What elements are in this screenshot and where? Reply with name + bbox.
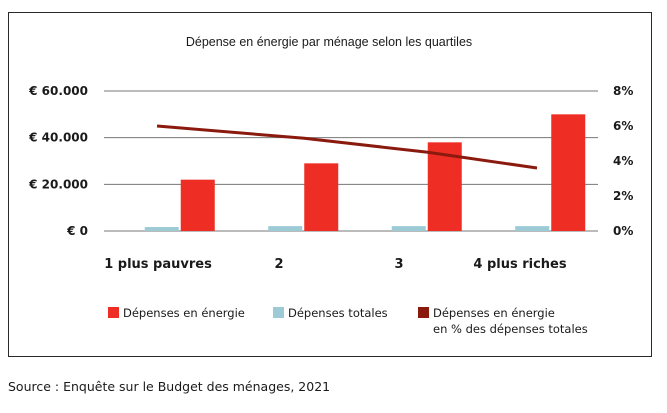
- right-tick-label: 8%: [613, 84, 633, 98]
- category-label: 1 plus pauvres: [104, 257, 212, 272]
- percent-line: [156, 124, 538, 170]
- legend-swatch-total: [273, 307, 284, 318]
- left-tick-label: € 20.000: [28, 177, 88, 191]
- right-axis: 0% 2% 4% 6% 8%: [613, 84, 633, 238]
- left-tick-label: € 0: [66, 224, 88, 238]
- bar-total: [144, 227, 179, 231]
- legend-label-total: Dépenses totales: [288, 306, 388, 320]
- line-series-percent: [156, 124, 538, 170]
- category-labels: 1 plus pauvres 2 3 4 plus riches: [104, 257, 567, 272]
- left-tick-label: € 60.000: [28, 84, 88, 98]
- bar-total: [515, 226, 550, 231]
- bar-total: [268, 226, 303, 231]
- left-tick-label: € 40.000: [28, 131, 88, 145]
- gridlines: [104, 90, 598, 232]
- legend: Dépenses en énergie Dépenses totales Dép…: [108, 306, 588, 336]
- legend-label-percent-line2: en % des dépenses totales: [433, 322, 588, 336]
- right-tick-label: 0%: [613, 224, 633, 238]
- right-tick-label: 4%: [613, 154, 633, 168]
- category-label: 3: [394, 257, 403, 272]
- chart-title: Dépense en énergie par ménage selon les …: [186, 35, 472, 49]
- source-note: Source : Enquête sur le Budget des ménag…: [8, 379, 331, 394]
- category-label: 2: [274, 257, 283, 272]
- bars: [144, 114, 586, 231]
- chart-frame: [8, 12, 652, 357]
- right-tick-label: 2%: [613, 189, 633, 203]
- legend-label-energy: Dépenses en énergie: [123, 306, 245, 320]
- bar-energy: [304, 163, 339, 231]
- bar-total: [391, 226, 426, 231]
- category-label: 4 plus riches: [473, 257, 566, 272]
- legend-label-percent-line1: Dépenses en énergie: [433, 306, 555, 320]
- bar-energy: [180, 179, 215, 231]
- legend-swatch-energy: [108, 307, 119, 318]
- bar-energy: [551, 114, 586, 231]
- right-tick-label: 6%: [613, 119, 633, 133]
- left-axis: € 0 € 20.000 € 40.000 € 60.000: [28, 84, 88, 238]
- legend-swatch-percent: [418, 307, 429, 318]
